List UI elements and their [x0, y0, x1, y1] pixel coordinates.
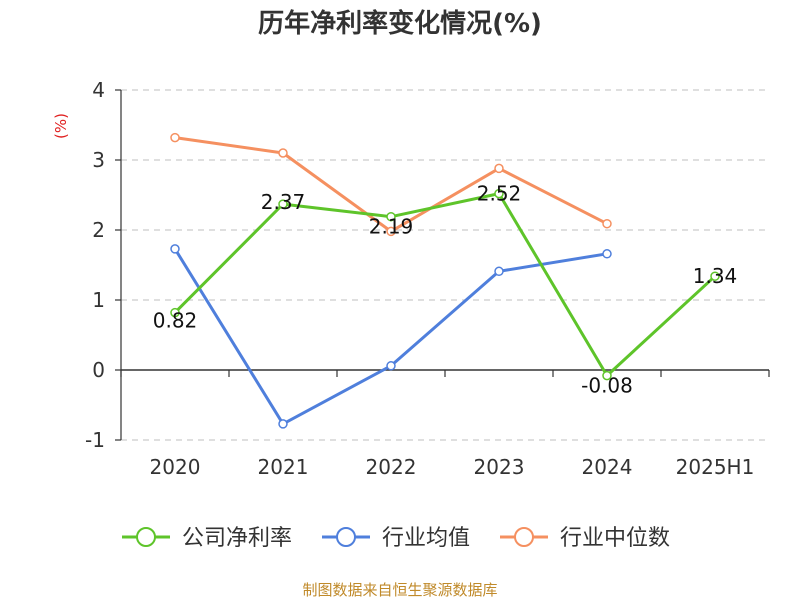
- x-tick-label: 2025H1: [676, 455, 755, 479]
- data-point: [386, 361, 396, 371]
- data-point: [602, 218, 612, 229]
- data-label: 2.19: [369, 215, 414, 239]
- y-tick-label: -1: [85, 428, 105, 452]
- grid-lines: [115, 89, 769, 441]
- y-axis-label: (%): [52, 113, 70, 139]
- series-lines: [170, 132, 720, 429]
- data-label: -0.08: [581, 374, 633, 398]
- data-source: 制图数据来自恒生聚源数据库: [302, 581, 497, 599]
- x-tick-label: 2020: [150, 455, 201, 479]
- series-line: [173, 192, 717, 378]
- legend-label: 行业中位数: [560, 526, 670, 551]
- y-tick-label: 3: [92, 148, 105, 172]
- series-0: [170, 188, 720, 381]
- data-labels: 0.82 2.37 2.19 2.52 -0.08 1.34: [153, 182, 738, 398]
- y-tick-label: 0: [92, 358, 105, 382]
- data-label: 2.37: [261, 190, 306, 214]
- legend-item-2[interactable]: 行业中位数: [500, 526, 670, 551]
- data-point: [278, 419, 288, 429]
- series-line: [173, 248, 608, 426]
- y-tick-labels: -1 0 1 2 3 4: [85, 78, 105, 452]
- data-label: 2.52: [477, 182, 522, 206]
- x-tick-label: 2023: [474, 455, 525, 479]
- data-point: [494, 163, 504, 174]
- legend-label: 公司净利率: [182, 526, 292, 551]
- y-tick-label: 1: [92, 288, 105, 312]
- data-point: [710, 271, 720, 281]
- legend-item-0[interactable]: 公司净利率: [122, 526, 292, 551]
- y-tick-label: 4: [92, 78, 105, 102]
- data-point: [602, 370, 612, 381]
- x-tick-label: 2022: [366, 455, 417, 479]
- series-1: [170, 244, 612, 429]
- legend-item-1[interactable]: 行业均值: [322, 526, 470, 551]
- chart-title: 历年净利率变化情况(%): [258, 8, 542, 39]
- data-point: [170, 307, 180, 318]
- data-point: [170, 244, 180, 254]
- x-tick-label: 2024: [582, 455, 633, 479]
- y-tick-label: 2: [92, 218, 105, 242]
- data-point: [386, 211, 396, 222]
- data-point: [170, 132, 180, 143]
- x-tick-label: 2021: [258, 455, 309, 479]
- legend-marker-icon: [336, 527, 356, 547]
- legend-marker-icon: [136, 527, 156, 547]
- legend-marker-icon: [514, 527, 534, 547]
- data-point: [278, 148, 288, 158]
- data-point: [278, 199, 288, 209]
- data-point: [494, 188, 504, 199]
- data-label: 1.34: [693, 264, 738, 288]
- axes: [120, 90, 770, 440]
- x-tick-labels: 2020 2021 2022 2023 2024 2025H1: [150, 455, 755, 479]
- data-point: [494, 266, 504, 277]
- data-label: 0.82: [153, 309, 198, 333]
- legend-label: 行业均值: [382, 526, 470, 551]
- data-point: [386, 226, 396, 237]
- series-2: [170, 132, 612, 237]
- legend[interactable]: 公司净利率 行业均值 行业中位数: [122, 526, 670, 551]
- data-point: [602, 249, 612, 259]
